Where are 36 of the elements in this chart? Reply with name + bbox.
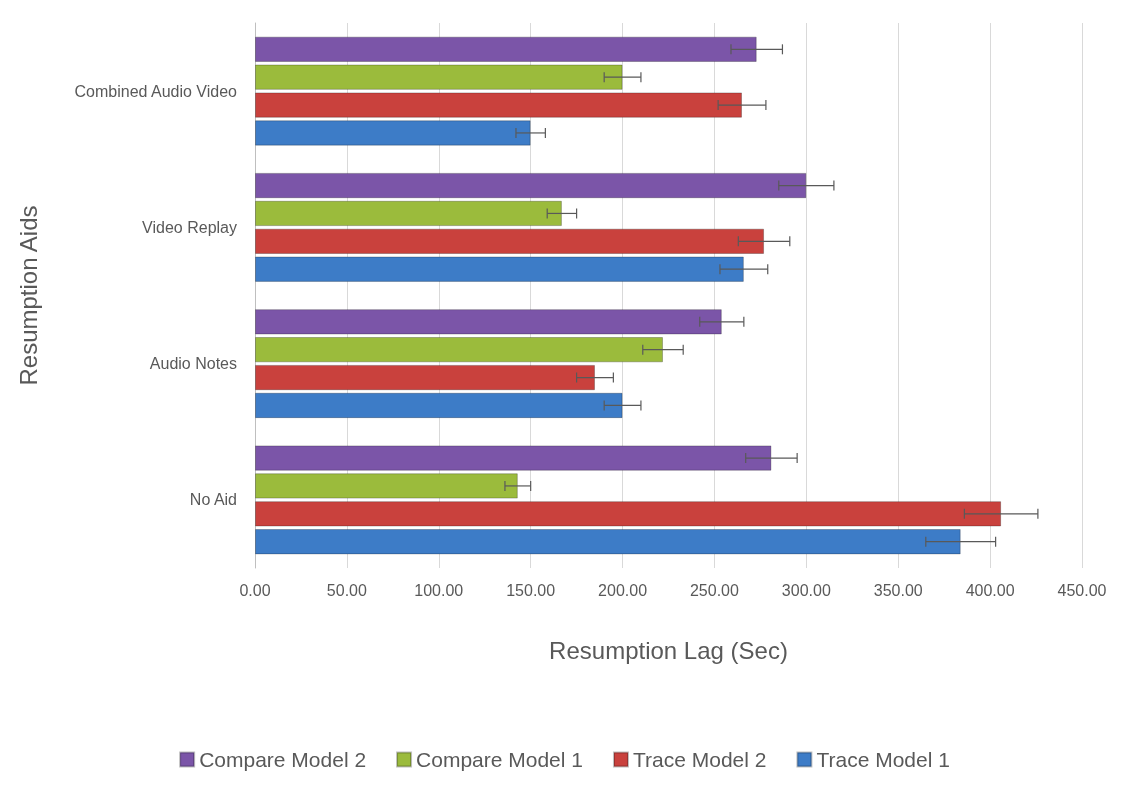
legend-label: Trace Model 2 <box>632 748 767 771</box>
bar <box>255 200 562 227</box>
x-tick-label: 300.00 <box>781 581 831 599</box>
y-tick-label: Video Replay <box>142 218 237 236</box>
y-tick-label: Combined Audio Video <box>74 82 238 100</box>
bar <box>255 445 772 471</box>
bar <box>255 36 757 62</box>
bar <box>255 529 961 555</box>
x-tick-label: 400.00 <box>965 581 1015 599</box>
x-tick-label: 100.00 <box>414 581 464 599</box>
bar <box>255 64 623 90</box>
y-tick-label: No Aid <box>189 491 237 509</box>
bar <box>255 392 623 419</box>
x-tick-label: 0.00 <box>239 581 271 599</box>
bar <box>255 364 595 391</box>
x-tick-label: 450.00 <box>1057 581 1107 599</box>
legend-label: Trace Model 1 <box>816 748 950 771</box>
x-tick-label: 150.00 <box>506 581 556 599</box>
x-axis-title: Resumption Lag (Sec) <box>549 636 788 664</box>
bar <box>255 172 807 199</box>
x-tick-label: 50.00 <box>326 581 368 599</box>
legend-label: Compare Model 1 <box>416 748 583 771</box>
y-axis-title: Resumption Aids <box>14 205 42 386</box>
bar <box>255 309 722 335</box>
bar <box>255 92 743 118</box>
x-tick-label: 350.00 <box>873 581 923 599</box>
legend-label: Compare Model 2 <box>199 748 367 771</box>
bar <box>255 501 1002 527</box>
x-tick-label: 200.00 <box>598 581 648 599</box>
bar <box>255 473 518 499</box>
bar <box>255 228 765 254</box>
x-tick-label: 250.00 <box>689 581 740 599</box>
bar <box>255 120 531 146</box>
bar <box>255 256 744 282</box>
bar <box>255 337 663 363</box>
y-tick-label: Audio Notes <box>149 355 237 373</box>
